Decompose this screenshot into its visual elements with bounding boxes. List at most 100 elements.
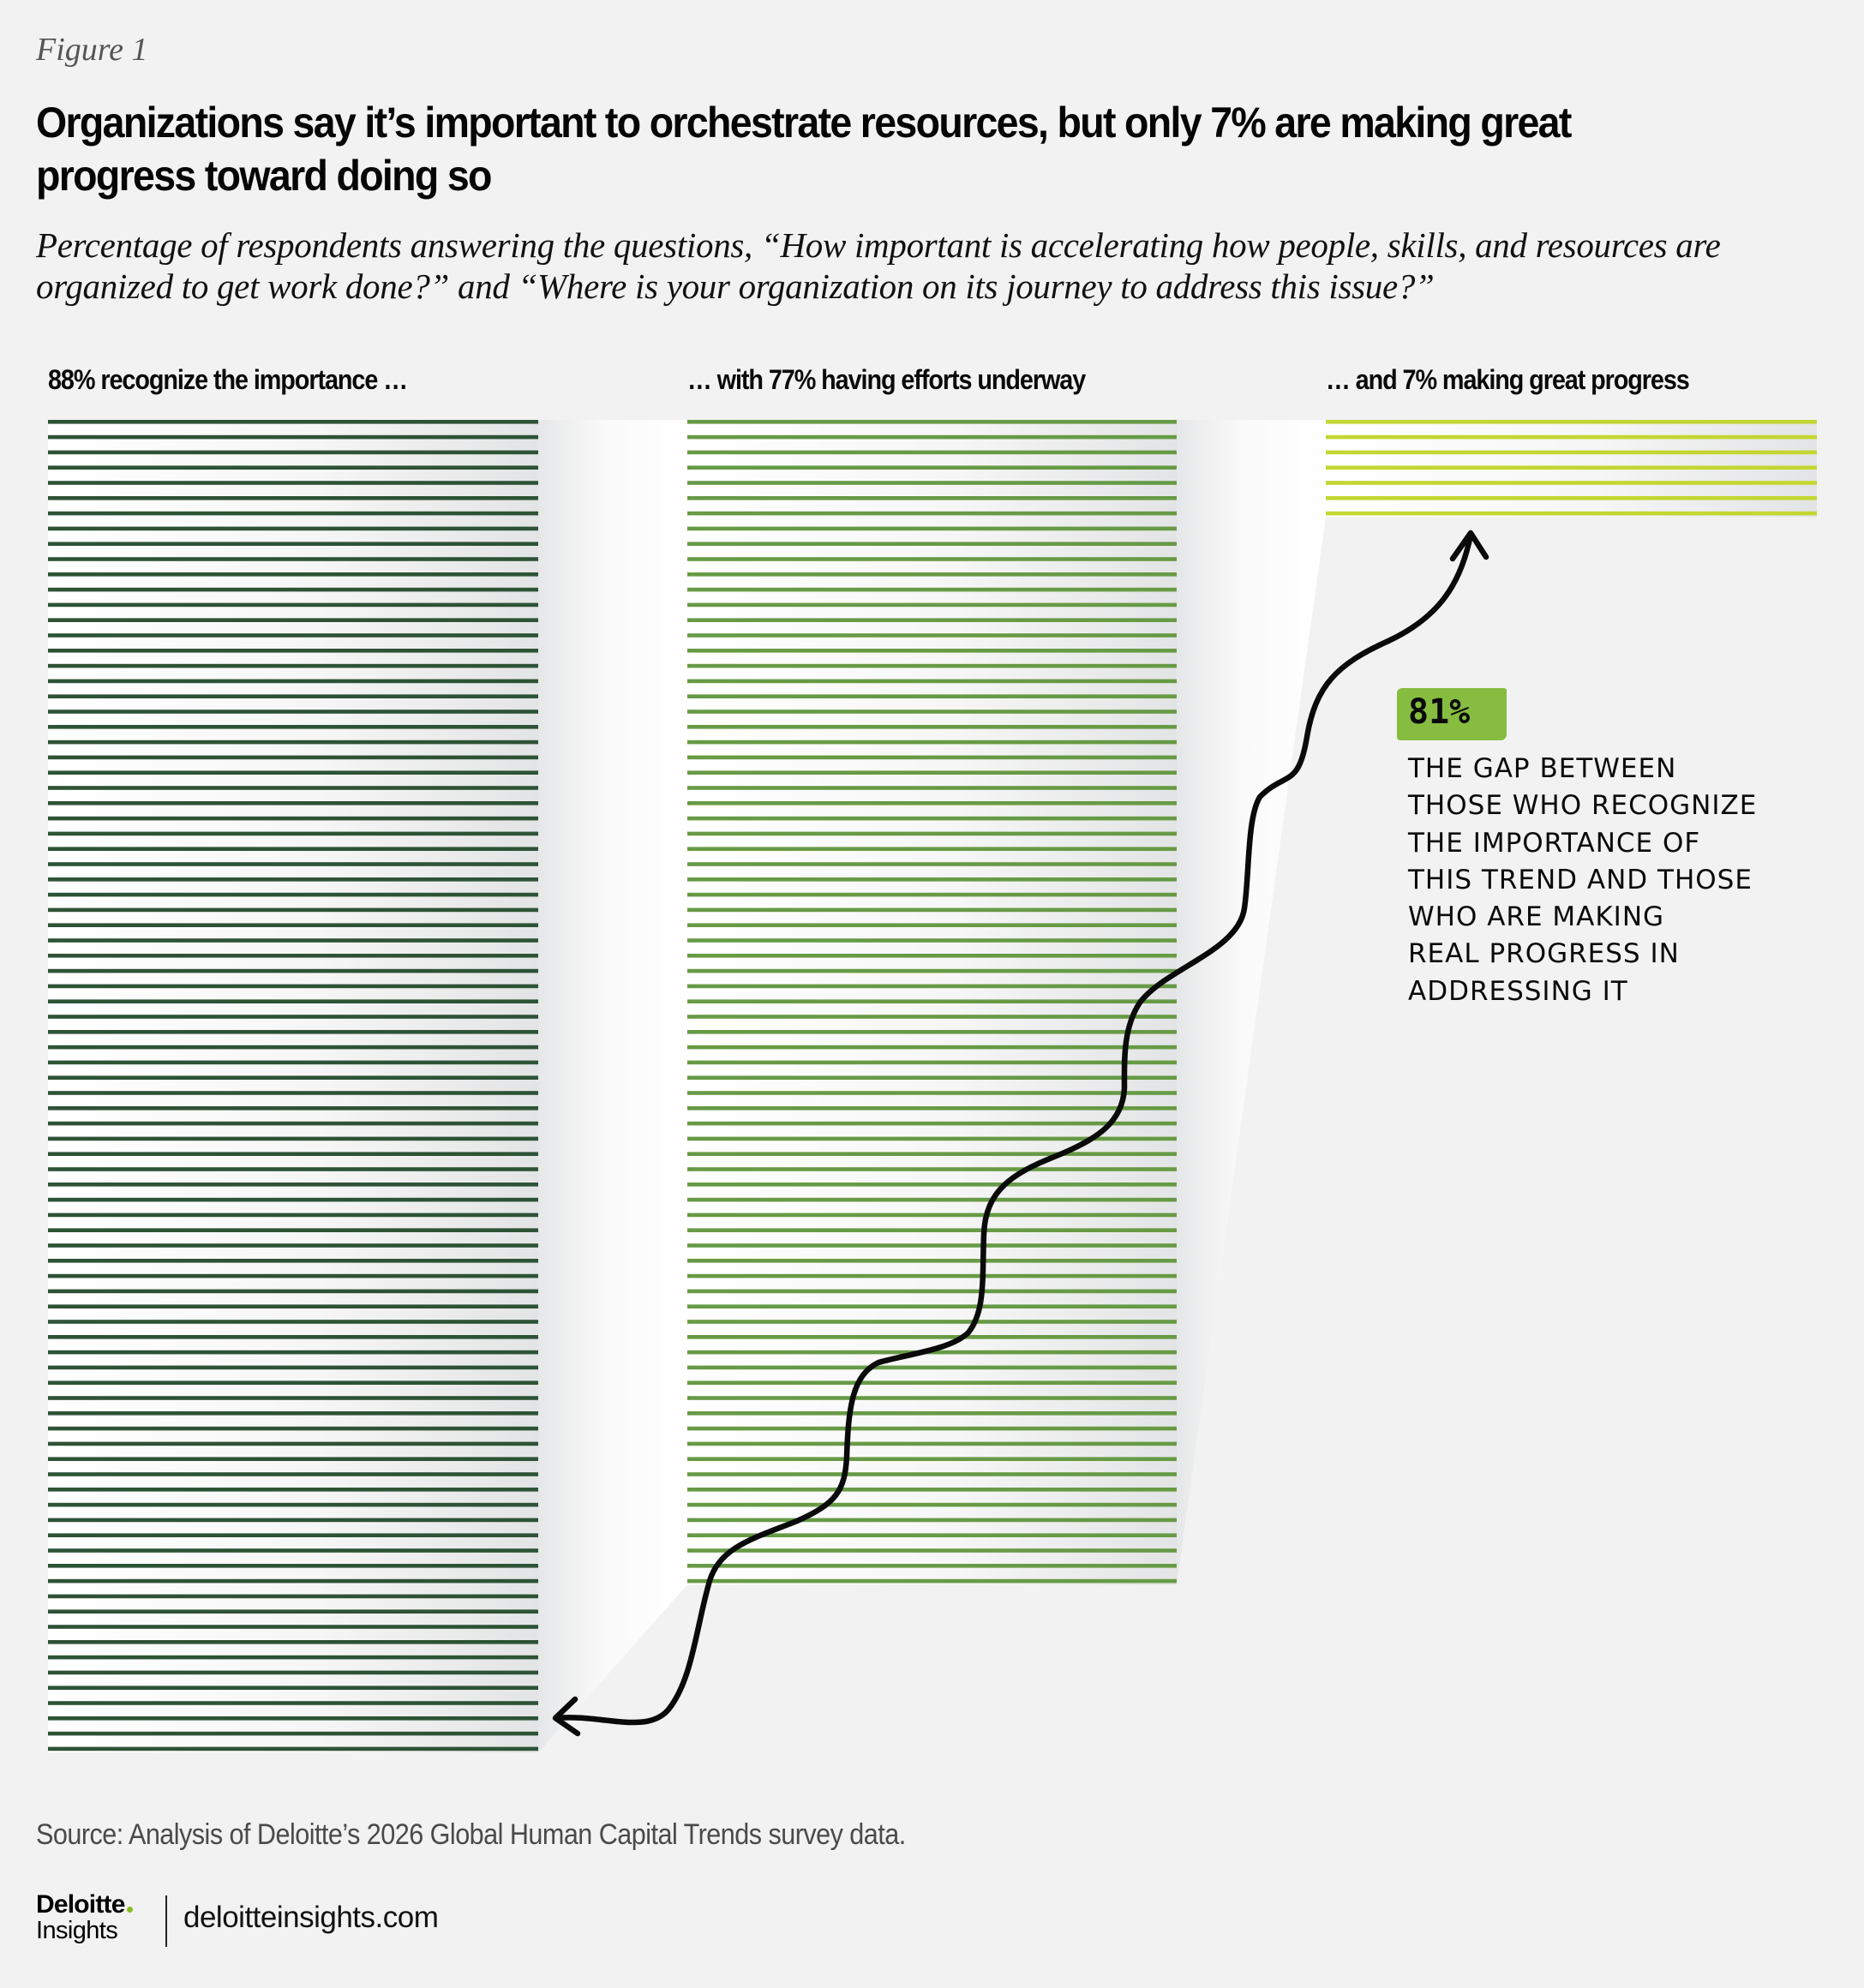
- arrow-left-head-icon: [552, 1696, 581, 1737]
- percent-line: [687, 633, 1177, 638]
- percent-line: [48, 679, 538, 684]
- percent-line: [687, 1380, 1177, 1385]
- percent-line: [687, 1136, 1177, 1141]
- percent-line: [48, 1304, 538, 1308]
- percent-line: [48, 1273, 538, 1278]
- percent-line: [687, 1441, 1177, 1446]
- percent-line: [687, 1259, 1177, 1263]
- percent-line: [687, 786, 1177, 790]
- column-lines-3: [1326, 420, 1817, 516]
- column-label-underway: … with 77% having efforts underway: [687, 364, 1086, 395]
- logo-sub: Insights: [36, 1917, 118, 1944]
- percent-line: [687, 968, 1177, 973]
- percent-line: [48, 1320, 538, 1324]
- percent-line: [687, 816, 1177, 821]
- gap-annotation: The gap between those who recognize the …: [1408, 751, 1802, 1010]
- annotation-line: those who recognize: [1408, 790, 1758, 822]
- annotation-line: the importance of: [1408, 827, 1701, 859]
- percent-line: [687, 496, 1177, 500]
- percent-line: [48, 1335, 538, 1339]
- percent-line: [48, 587, 538, 592]
- percent-line: [687, 892, 1177, 897]
- gap-value: 81%: [1408, 692, 1471, 732]
- percent-line: [687, 1289, 1177, 1294]
- percent-line: [687, 1564, 1177, 1568]
- percent-line: [48, 1106, 538, 1111]
- percent-line: [687, 572, 1177, 577]
- percent-line: [48, 1121, 538, 1126]
- percent-line: [687, 999, 1177, 1003]
- percent-line: [687, 1426, 1177, 1431]
- percent-line: [48, 847, 538, 851]
- percent-line: [48, 1594, 538, 1599]
- percent-line: [48, 1411, 538, 1416]
- percent-line: [48, 1746, 538, 1751]
- percent-line: [687, 618, 1177, 622]
- percent-line: [48, 1136, 538, 1141]
- percent-line: [48, 1091, 538, 1095]
- percent-line: [687, 710, 1177, 714]
- percent-line: [48, 1075, 538, 1080]
- percent-line: [687, 1533, 1177, 1537]
- percent-line: [687, 740, 1177, 745]
- percent-line: [48, 1167, 538, 1171]
- percent-line: [1326, 420, 1817, 424]
- column-lines-1: [48, 420, 538, 1751]
- logo-dot-icon: [126, 1907, 133, 1913]
- percent-line: [48, 1731, 538, 1736]
- chart-subtitle: Percentage of respondents answering the …: [36, 225, 1721, 306]
- percent-line: [687, 1152, 1177, 1156]
- percent-line: [687, 557, 1177, 561]
- percent-line: [48, 1670, 538, 1675]
- site-url-link[interactable]: deloitteinsights.com: [183, 1901, 439, 1934]
- percent-line: [48, 1380, 538, 1385]
- percent-line: [687, 511, 1177, 516]
- percent-line: [687, 1091, 1177, 1095]
- percent-line: [48, 1701, 538, 1705]
- percent-line: [687, 1502, 1177, 1507]
- percent-line: [687, 1396, 1177, 1400]
- percent-line: [48, 420, 538, 424]
- percent-line: [48, 1609, 538, 1614]
- percent-line: [48, 1045, 538, 1050]
- percent-line: [48, 1548, 538, 1553]
- percent-line: [48, 892, 538, 897]
- percent-line: [48, 1686, 538, 1690]
- percent-line: [687, 1167, 1177, 1171]
- percent-line: [48, 1578, 538, 1584]
- percent-line: [1326, 434, 1817, 440]
- percent-line: [687, 465, 1177, 470]
- percent-line: [48, 862, 538, 866]
- column-label-recognize: 88% recognize the importance …: [48, 364, 408, 395]
- percent-line: [48, 1015, 538, 1019]
- percent-line: [48, 1518, 538, 1523]
- percent-line: [687, 1015, 1177, 1019]
- percent-line: [687, 1045, 1177, 1050]
- percent-line: [687, 1518, 1177, 1523]
- deloitte-insights-logo[interactable]: Deloitte Insights: [36, 1892, 133, 1943]
- percent-line: [48, 816, 538, 821]
- column-label-great-progress: … and 7% making great progress: [1326, 364, 1690, 395]
- percent-line: [687, 526, 1177, 531]
- percent-line: [687, 847, 1177, 851]
- percent-line: [48, 710, 538, 714]
- percent-line: [687, 1183, 1177, 1187]
- percent-line: [687, 1304, 1177, 1308]
- percent-line: [48, 465, 538, 470]
- percent-line: [687, 587, 1177, 592]
- percent-line: [687, 1228, 1177, 1232]
- percent-line: [48, 786, 538, 790]
- percent-line: [687, 1106, 1177, 1111]
- percent-line: [48, 1655, 538, 1660]
- percent-line: [48, 694, 538, 698]
- percent-line: [48, 1365, 538, 1370]
- percent-line: [48, 1472, 538, 1476]
- percent-line: [48, 1213, 538, 1218]
- gap-connector: [1177, 420, 1326, 1585]
- percent-line: [48, 1640, 538, 1644]
- percent-line: [687, 984, 1177, 989]
- percent-line: [687, 1548, 1177, 1553]
- percent-line: [48, 801, 538, 805]
- percent-line: [48, 725, 538, 729]
